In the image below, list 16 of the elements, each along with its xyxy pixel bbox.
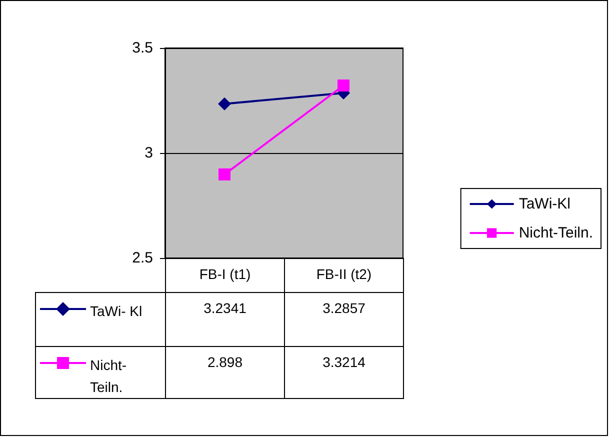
x-tick-label: FB-I (t1) (165, 258, 285, 293)
data-label: 3.3214 (284, 346, 404, 399)
y-tick-label: 3 (144, 144, 153, 162)
data-label: 2.898 (165, 346, 285, 399)
legend-label: TaWi-Kl (518, 196, 570, 212)
data-label: 3.2341 (165, 292, 285, 347)
point (218, 97, 231, 110)
legend-label: Nicht-Teiln. (518, 224, 593, 242)
y-tick-label: 2.5 (132, 250, 153, 266)
y-tick-label: 3.5 (132, 40, 153, 56)
text: TaWi- Kl (90, 303, 142, 319)
point (338, 80, 350, 92)
point (218, 168, 230, 180)
text: Nicht-Teiln. (90, 357, 127, 395)
x-tick-label: FB-II (t2) (284, 258, 404, 293)
data-label: 3.2857 (284, 292, 404, 347)
